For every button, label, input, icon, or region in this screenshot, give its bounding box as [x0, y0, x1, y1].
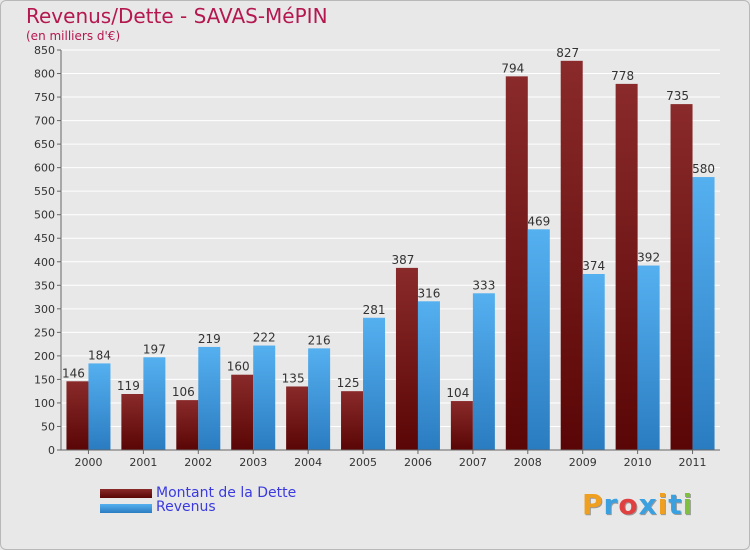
data-label-debt: 106 — [172, 385, 195, 399]
x-tick-label: 2010 — [624, 456, 652, 469]
data-label-debt: 104 — [446, 386, 469, 400]
x-tick-label: 2011 — [679, 456, 707, 469]
bar-debt — [341, 391, 364, 450]
bar-revenus — [308, 348, 331, 450]
bar-debt — [176, 400, 199, 450]
data-label-revenus: 281 — [363, 303, 386, 317]
bar-debt — [560, 60, 583, 451]
data-label-revenus: 469 — [527, 214, 550, 228]
data-label-revenus: 316 — [418, 286, 441, 300]
x-tick-label: 2007 — [459, 456, 487, 469]
x-tick-label: 2003 — [239, 456, 267, 469]
data-label-debt: 387 — [392, 253, 415, 267]
legend-swatch-debt — [100, 489, 152, 498]
data-label-debt: 135 — [282, 371, 305, 385]
data-label-debt: 125 — [337, 376, 360, 390]
x-axis-ticks: 2000 2001 2002 2003 2004 2005 2006 2007 2008 2009… — [74, 450, 707, 469]
data-label-revenus: 374 — [582, 259, 605, 273]
logo-letter: P — [582, 488, 604, 521]
x-tick-label: 2005 — [349, 456, 377, 469]
x-tick-label: 2009 — [569, 456, 597, 469]
y-tick-label: 50 — [41, 420, 55, 433]
y-tick-label: 700 — [34, 115, 55, 128]
data-label-revenus: 392 — [637, 251, 660, 265]
data-label-revenus: 580 — [692, 162, 715, 176]
chart-title: Revenus/Dette - SAVAS-MéPIN — [26, 4, 328, 28]
y-axis-ticks: 0 50 100 150 200 250 300 350 400 450 500 550 600 650 7… — [34, 44, 61, 457]
y-tick-label: 850 — [34, 44, 55, 57]
bar-debt — [450, 401, 473, 450]
grid-lines — [61, 49, 720, 451]
logo-letter: t — [668, 488, 683, 521]
data-label-revenus: 197 — [143, 342, 166, 356]
bar-debt — [121, 394, 144, 450]
data-label-revenus: 222 — [253, 331, 276, 345]
bar-debt — [66, 381, 89, 450]
data-label-debt: 778 — [611, 69, 634, 83]
legend-label-revenus: Revenus — [156, 499, 216, 515]
legend-label-debt: Montant de la Dette — [156, 485, 297, 501]
y-tick-label: 250 — [34, 326, 55, 339]
y-tick-label: 500 — [34, 209, 55, 222]
y-tick-label: 800 — [34, 68, 55, 81]
logo-letter: r — [603, 488, 619, 521]
bar-revenus — [88, 363, 111, 450]
logo-letter: x — [638, 488, 658, 521]
chart-unit-label: (en milliers d'€) — [26, 29, 121, 43]
data-label-debt: 827 — [556, 46, 579, 60]
bar-debt — [670, 104, 693, 450]
x-tick-label: 2002 — [184, 456, 212, 469]
axes — [60, 50, 720, 451]
y-tick-label: 450 — [34, 232, 55, 245]
logo-letter: i — [682, 488, 694, 521]
bar-revenus — [527, 229, 550, 450]
data-label-revenus: 216 — [308, 333, 331, 347]
x-tick-label: 2004 — [294, 456, 322, 469]
bar-revenus — [472, 293, 495, 450]
data-label-debt: 735 — [666, 89, 689, 103]
y-tick-label: 200 — [34, 350, 55, 363]
bar-revenus — [198, 346, 221, 450]
logo-letter: o — [618, 488, 639, 521]
logo-letter: i — [657, 488, 669, 521]
y-tick-label: 600 — [34, 162, 55, 175]
x-tick-label: 2008 — [514, 456, 542, 469]
data-label-debt: 119 — [117, 379, 140, 393]
bar-debt — [395, 267, 418, 450]
bar-revenus — [143, 357, 166, 450]
data-label-revenus: 184 — [88, 348, 111, 362]
bar-revenus — [582, 274, 605, 450]
bar-debt — [286, 386, 309, 450]
y-tick-label: 400 — [34, 256, 55, 269]
data-label-revenus: 333 — [472, 278, 495, 292]
y-tick-label: 150 — [34, 373, 55, 386]
x-tick-label: 2001 — [129, 456, 157, 469]
y-tick-label: 350 — [34, 279, 55, 292]
bars — [66, 60, 715, 451]
bar-revenus — [417, 301, 440, 450]
data-label-revenus: 219 — [198, 332, 221, 346]
x-tick-label: 2006 — [404, 456, 432, 469]
proxiti-logo: Proxiti — [582, 488, 693, 521]
bar-debt — [231, 374, 254, 450]
y-tick-label: 650 — [34, 138, 55, 151]
bar-revenus — [253, 345, 276, 450]
y-tick-label: 750 — [34, 91, 55, 104]
data-label-debt: 794 — [501, 61, 524, 75]
bar-debt — [615, 83, 638, 450]
legend-swatch-revenus — [100, 504, 152, 513]
y-tick-label: 0 — [48, 444, 55, 457]
bar-revenus — [692, 177, 715, 450]
y-tick-label: 100 — [34, 397, 55, 410]
x-tick-label: 2000 — [74, 456, 102, 469]
data-label-debt: 160 — [227, 360, 250, 374]
y-tick-label: 300 — [34, 303, 55, 316]
data-label-debt: 146 — [62, 366, 85, 380]
bar-revenus — [363, 317, 386, 450]
bar-debt — [505, 76, 528, 451]
y-tick-label: 550 — [34, 185, 55, 198]
bar-revenus — [637, 265, 660, 450]
